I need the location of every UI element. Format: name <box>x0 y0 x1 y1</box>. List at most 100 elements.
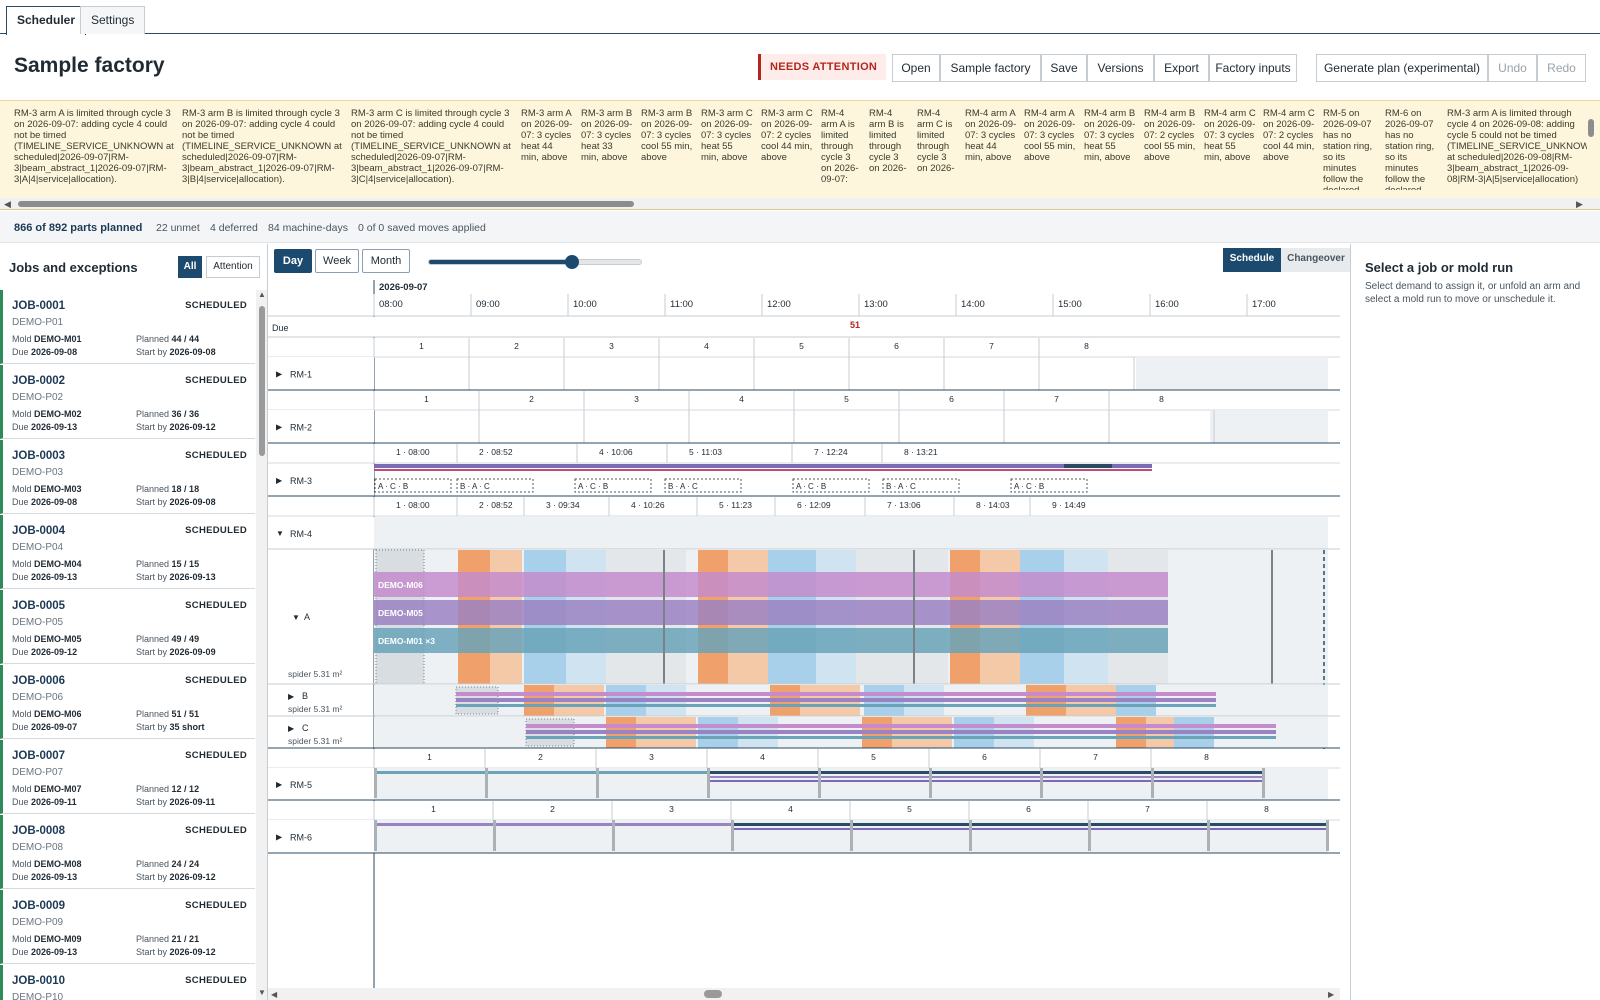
arm-b-run <box>456 704 1216 707</box>
warnings-vscroll-thumb[interactable] <box>1588 119 1594 137</box>
rm1-cycle-label: 5 <box>799 341 804 351</box>
job-card[interactable]: JOB-0009 SCHEDULED DEMO-P09 Mold DEMO-M09 Pl… <box>0 890 255 964</box>
job-card[interactable]: JOB-0005 SCHEDULED DEMO-P05 Mold DEMO-M05 Pl… <box>0 590 255 664</box>
job-card[interactable]: JOB-0002 SCHEDULED DEMO-P02 Mold DEMO-M02 Pl… <box>0 365 255 439</box>
scroll-down-icon[interactable]: ▼ <box>258 988 266 997</box>
job-id: JOB-0003 <box>12 450 66 462</box>
scroll-left-icon[interactable]: ◀ <box>271 990 278 999</box>
job-id: JOB-0002 <box>12 375 66 387</box>
job-card[interactable]: JOB-0006 SCHEDULED DEMO-P06 Mold DEMO-M06 Pl… <box>0 665 255 739</box>
save-button[interactable]: Save <box>1041 54 1087 82</box>
warning-item: RM-3 arm C on 2026-09-07: 3 cycles heat … <box>701 108 753 163</box>
mold-run-bar[interactable] <box>374 600 1168 625</box>
zoom-day-button[interactable]: Day <box>274 249 312 273</box>
warning-item: RM-3 arm A on 2026-09-07: 3 cycles heat … <box>521 108 573 163</box>
export-button[interactable]: Export <box>1154 54 1209 82</box>
scroll-up-icon[interactable]: ▲ <box>258 290 266 299</box>
mold-run-label: DEMO-M06 <box>378 580 423 590</box>
scroll-right-icon[interactable]: ▶ <box>1328 990 1335 999</box>
job-card[interactable]: JOB-0001 SCHEDULED DEMO-P01 Mold DEMO-M01 Pl… <box>0 290 255 364</box>
job-part: DEMO-P03 <box>12 467 64 478</box>
filter-all[interactable]: All <box>178 256 202 278</box>
machine-row-label-bg <box>268 768 374 800</box>
rm3-sequence-box <box>1010 478 1088 493</box>
rm5-run <box>708 780 1262 782</box>
scroll-left-icon[interactable]: ◀ <box>4 199 11 209</box>
rm3-sequence-label: A · C · B <box>1014 482 1044 491</box>
versions-button[interactable]: Versions <box>1087 54 1154 82</box>
job-card[interactable]: JOB-0007 SCHEDULED DEMO-P07 Mold DEMO-M07 Pl… <box>0 740 255 814</box>
job-due: Due 2026-09-08 <box>12 497 78 507</box>
factory-inputs-button[interactable]: Factory inputs <box>1209 54 1297 82</box>
zoom-slider-handle[interactable] <box>565 255 579 269</box>
rm6-cycle-marker <box>1088 820 1091 851</box>
warnings-hscroll-thumb[interactable] <box>18 201 634 207</box>
rm5-cycle-marker <box>818 768 821 798</box>
zoom-month-button[interactable]: Month <box>362 249 410 273</box>
rm6-run <box>732 823 1326 826</box>
job-list: JOB-0001 SCHEDULED DEMO-P01 Mold DEMO-M01 Pl… <box>0 290 256 1000</box>
rm3-sequence-box <box>456 478 534 493</box>
timeline-hscrollbar <box>268 988 1340 1000</box>
job-due: Due 2026-09-13 <box>12 572 78 582</box>
expand-icon: ▶ <box>276 780 283 789</box>
rm1-cycle-label: 3 <box>609 341 614 351</box>
changeover-mode-button[interactable]: Changeover <box>1281 248 1350 272</box>
job-status: SCHEDULED <box>185 750 247 761</box>
rm6-cycle-marker <box>1326 820 1329 851</box>
job-start-by: Start by 2026-09-08 <box>136 347 216 357</box>
rm3-cycle-label: 7 · 12:24 <box>814 447 848 457</box>
job-list-scroll-thumb[interactable] <box>259 306 265 456</box>
scroll-right-icon[interactable]: ▶ <box>1576 199 1583 209</box>
job-planned: Planned 51 / 51 <box>136 709 200 719</box>
tab-settings[interactable]: Settings <box>80 6 146 34</box>
jobs-panel: Jobs and exceptions All Attention JOB-00… <box>0 244 268 1000</box>
generate-plan-button[interactable]: Generate plan (experimental) <box>1316 54 1488 82</box>
job-start-by: Start by 2026-09-08 <box>136 497 216 507</box>
expand-icon: ▶ <box>276 476 283 485</box>
rm5-cycle-label: 7 <box>1093 752 1098 762</box>
job-card[interactable]: JOB-0004 SCHEDULED DEMO-P04 Mold DEMO-M04 Pl… <box>0 515 255 589</box>
redo-button[interactable]: Redo <box>1537 54 1586 82</box>
timeline-hscroll-thumb[interactable] <box>704 990 722 998</box>
mold-run-label: DEMO-M05 <box>378 608 423 618</box>
rm3-sequence-box <box>574 478 652 493</box>
job-id: JOB-0010 <box>12 975 66 987</box>
detail-description: Select demand to assign it, or unfold an… <box>1365 281 1581 305</box>
warning-item: RM-3 arm B on 2026-09-07: 3 cycles heat … <box>581 108 633 163</box>
rm1-cycle-label: 4 <box>704 341 709 351</box>
arm-b-run <box>456 692 1216 696</box>
stats-bar: 866 of 892 parts planned 22 unmet 4 defe… <box>0 211 1600 243</box>
open-button[interactable]: Open <box>892 54 940 82</box>
zoom-week-button[interactable]: Week <box>315 249 359 273</box>
rm3-cycle-label: 4 · 10:06 <box>599 447 633 457</box>
undo-button[interactable]: Undo <box>1488 54 1537 82</box>
rm4-cycle-label: 3 · 09:34 <box>546 500 580 510</box>
rm1-cycle-label: 7 <box>989 341 994 351</box>
rm5-cycle-marker <box>929 768 932 798</box>
needs-attention-badge[interactable]: NEEDS ATTENTION <box>758 54 887 80</box>
rm6-cycle-marker <box>969 820 972 851</box>
job-mold: Mold DEMO-M01 <box>12 334 82 344</box>
timeline-header-bg <box>268 280 1340 316</box>
job-card[interactable]: JOB-0008 SCHEDULED DEMO-P08 Mold DEMO-M08 Pl… <box>0 815 255 889</box>
job-card[interactable]: JOB-0003 SCHEDULED DEMO-P03 Mold DEMO-M03 Pl… <box>0 440 255 514</box>
rm4-cycle-label: 6 · 12:09 <box>797 500 831 510</box>
warning-item: RM-3 arm B on 2026-09-07: 3 cycles cool … <box>641 108 693 163</box>
job-list-scrollbar[interactable]: ▲ ▼ <box>256 290 267 1000</box>
zoom-slider[interactable] <box>428 255 642 269</box>
job-planned: Planned 21 / 21 <box>136 934 200 944</box>
warnings-hscrollbar[interactable]: ◀ ▶ <box>0 198 1600 210</box>
hour-label: 15:00 <box>1058 299 1082 310</box>
filter-attention[interactable]: Attention <box>206 256 260 278</box>
rm6-cycle-marker <box>850 820 853 851</box>
mold-run-bar[interactable] <box>374 572 1168 597</box>
schedule-mode-button[interactable]: Schedule <box>1223 248 1281 272</box>
tab-scheduler[interactable]: Scheduler <box>6 6 87 35</box>
cycle-strip <box>374 497 1340 516</box>
sample-factory-button[interactable]: Sample factory <box>940 54 1041 82</box>
timeline-gantt[interactable]: 2026-09-07 08:00 09:00 10:00 11:00 12:00 13:00… <box>268 280 1350 1000</box>
mold-run-bar[interactable] <box>374 628 1168 653</box>
rm5-run <box>708 771 1262 774</box>
